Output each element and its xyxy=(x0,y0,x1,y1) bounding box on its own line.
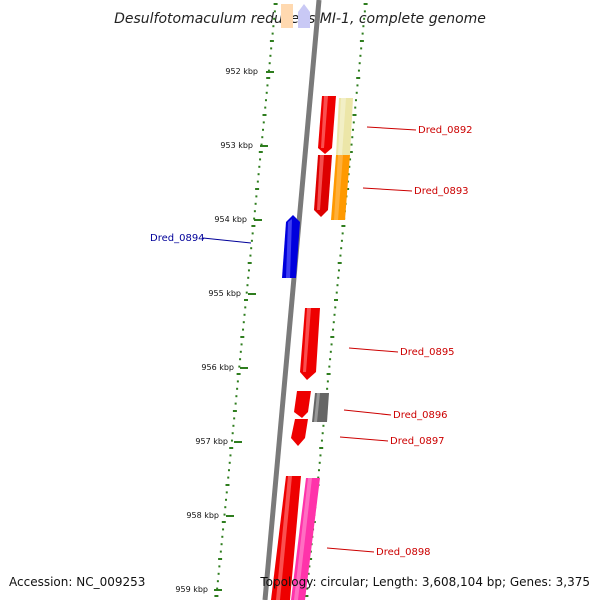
scale-label: 959 kbp xyxy=(175,585,208,594)
label-line-Dred_0894 xyxy=(202,237,252,244)
partial-gene-top-lavender[interactable] xyxy=(298,4,310,28)
partial-gene-top-orange[interactable] xyxy=(281,4,293,28)
label-line-Dred_0896 xyxy=(343,409,392,416)
scale-label: 953 kbp xyxy=(220,141,253,150)
label-line-Dred_0897 xyxy=(339,436,389,442)
scale-label: 954 kbp xyxy=(214,215,247,224)
label-line-Dred_0898 xyxy=(326,547,375,553)
scale-label: 955 kbp xyxy=(208,289,241,298)
gene-label[interactable]: Dred_0896 xyxy=(393,410,448,421)
scale-label: 958 kbp xyxy=(186,511,219,520)
gene-Dred_0892[interactable] xyxy=(336,98,353,155)
gene-label[interactable]: Dred_0895 xyxy=(400,347,455,358)
scale-label: 952 kbp xyxy=(225,67,258,76)
gene-Dred_0897[interactable] xyxy=(291,419,308,446)
genome-backbone xyxy=(262,0,322,600)
label-line-Dred_0895 xyxy=(348,347,399,353)
gene-forward-red-957a[interactable] xyxy=(294,391,311,418)
scale-label: 957 kbp xyxy=(195,437,228,446)
gene-label[interactable]: Dred_0893 xyxy=(414,186,469,197)
gene-label[interactable]: Dred_0892 xyxy=(418,125,473,136)
scale-label: 956 kbp xyxy=(201,363,234,372)
gene-label[interactable]: Dred_0898 xyxy=(376,547,431,558)
gene-label[interactable]: Dred_0897 xyxy=(390,436,445,447)
label-line-Dred_0893 xyxy=(362,187,413,192)
outer-tick-track xyxy=(214,3,278,597)
gene-label[interactable]: Dred_0894 xyxy=(150,233,205,244)
accession-text: Accession: NC_009253 xyxy=(9,575,145,589)
label-line-Dred_0892 xyxy=(366,126,417,131)
scale-ticks xyxy=(214,71,274,591)
topology-text: Topology: circular; Length: 3,608,104 bp… xyxy=(259,575,590,589)
